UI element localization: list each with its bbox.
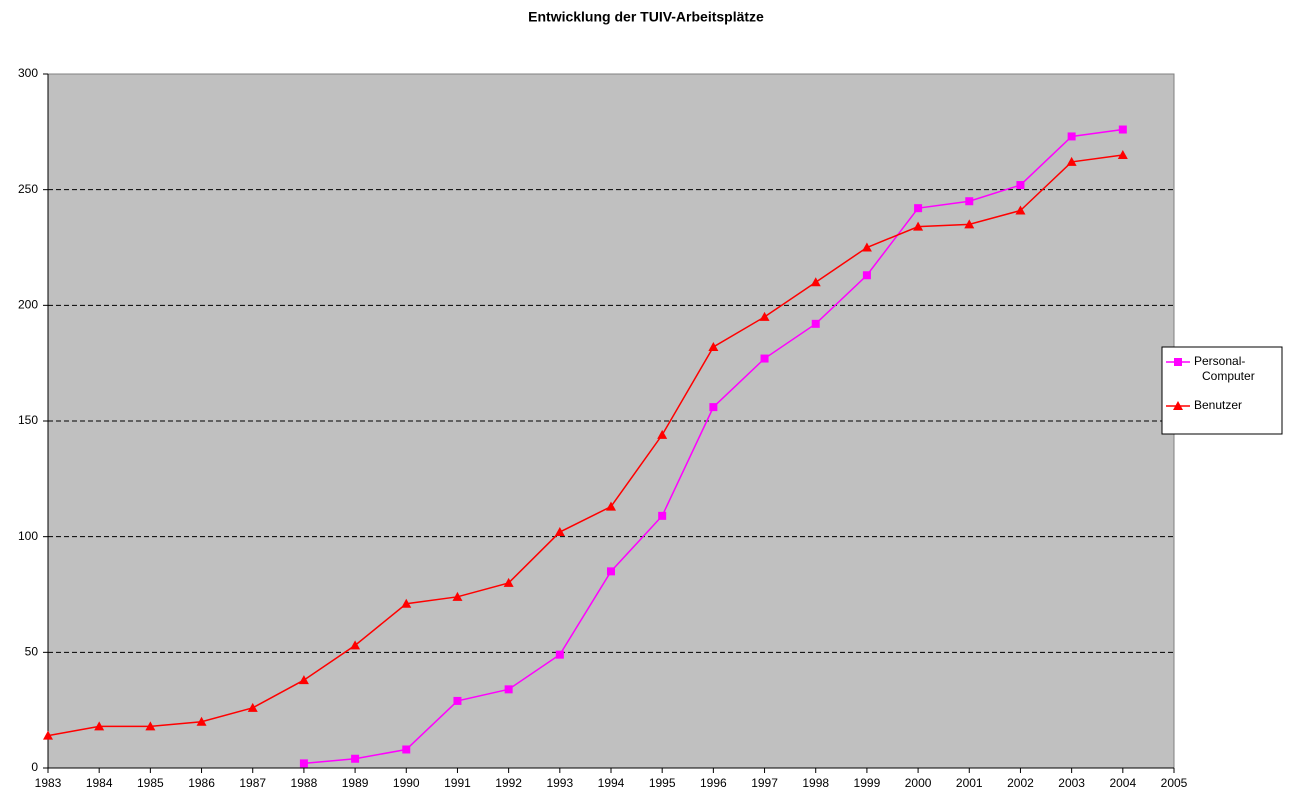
marker <box>657 429 668 439</box>
marker <box>504 685 513 694</box>
marker <box>299 759 308 768</box>
marker <box>503 577 514 587</box>
y-tick-label: 300 <box>18 66 38 80</box>
x-tick-label: 1984 <box>86 776 113 790</box>
marker <box>298 675 309 685</box>
marker <box>759 311 770 321</box>
marker <box>43 730 53 740</box>
x-tick-label: 1996 <box>700 776 727 790</box>
marker <box>1016 181 1025 190</box>
series-line <box>47 154 1123 737</box>
marker <box>145 721 156 731</box>
marker <box>965 197 974 206</box>
y-tick-label: 0 <box>31 760 38 774</box>
marker <box>350 640 361 650</box>
marker <box>1066 156 1077 166</box>
x-tick-label: 1990 <box>393 776 420 790</box>
legend: Personal-Computer Benutzer <box>1161 346 1283 435</box>
x-tick-label: 2000 <box>905 776 932 790</box>
marker <box>810 277 821 287</box>
marker <box>402 745 411 754</box>
marker <box>606 501 616 511</box>
x-tick-label: 1993 <box>546 776 573 790</box>
marker <box>1117 149 1128 159</box>
marker <box>94 721 105 731</box>
marker <box>1067 132 1076 141</box>
marker <box>913 221 924 231</box>
x-tick-label: 1992 <box>495 776 522 790</box>
y-tick-label: 100 <box>18 529 38 543</box>
marker <box>1118 125 1127 134</box>
x-tick-label: 1995 <box>649 776 676 790</box>
marker <box>607 567 615 576</box>
x-tick-label: 1986 <box>188 776 215 790</box>
y-tick-label: 50 <box>25 645 39 659</box>
marker <box>861 242 872 252</box>
marker <box>760 354 769 363</box>
x-tick-label: 1988 <box>291 776 318 790</box>
legend-label: Benutzer <box>1194 398 1242 412</box>
x-tick-label: 1989 <box>342 776 369 790</box>
marker <box>709 403 718 412</box>
marker <box>351 754 360 763</box>
legend-label: Personal-Computer <box>1194 354 1255 383</box>
marker <box>247 702 258 712</box>
x-tick-label: 2005 <box>1161 776 1188 790</box>
x-tick-label: 1999 <box>854 776 881 790</box>
marker <box>658 511 667 520</box>
chart-title: Entwicklung der TUIV-Arbeitsplätze <box>528 9 764 25</box>
x-tick-label: 1998 <box>802 776 829 790</box>
x-tick-label: 1991 <box>444 776 471 790</box>
x-tick-label: 2002 <box>1007 776 1034 790</box>
y-tick-label: 150 <box>18 413 38 427</box>
marker <box>1015 205 1026 215</box>
x-tick-label: 1985 <box>137 776 164 790</box>
marker <box>196 716 207 726</box>
marker <box>964 219 975 229</box>
x-tick-label: 1983 <box>35 776 62 790</box>
marker <box>811 319 820 328</box>
x-tick-label: 2003 <box>1058 776 1085 790</box>
marker <box>401 598 412 608</box>
x-tick-label: 1987 <box>239 776 266 790</box>
y-tick-label: 200 <box>18 298 38 312</box>
marker <box>1174 358 1182 366</box>
marker <box>1173 401 1183 410</box>
marker <box>554 527 565 537</box>
marker <box>708 341 719 351</box>
marker <box>914 204 923 213</box>
x-tick-label: 2004 <box>1109 776 1136 790</box>
marker <box>862 271 871 280</box>
x-tick-label: 2001 <box>956 776 983 790</box>
marker <box>453 696 462 705</box>
marker <box>452 591 463 601</box>
x-tick-label: 1997 <box>751 776 778 790</box>
y-tick-label: 250 <box>18 182 38 196</box>
x-tick-label: 1994 <box>598 776 625 790</box>
marker <box>555 650 564 659</box>
